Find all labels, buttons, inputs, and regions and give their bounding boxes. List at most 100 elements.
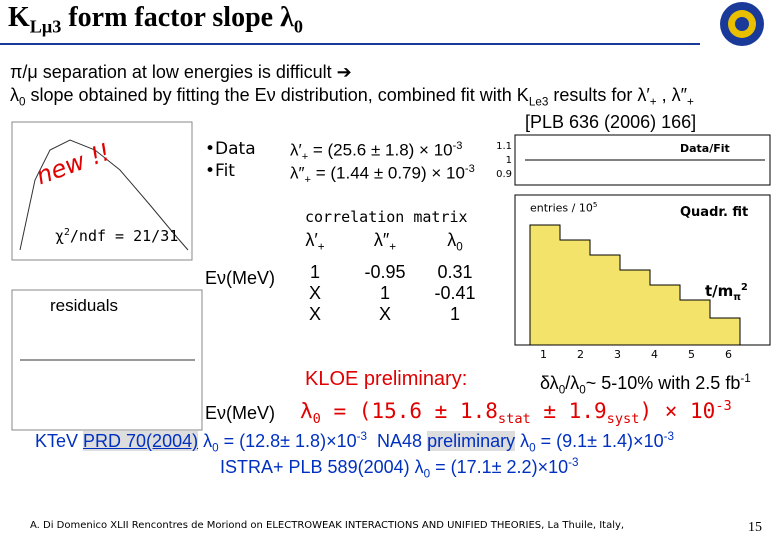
text-part: +	[304, 174, 311, 187]
ratio-label: Data/Fit	[680, 142, 730, 155]
text-part: 4	[651, 348, 658, 361]
text-part: -0.41	[434, 282, 476, 303]
text-part: = (15.6 ± 1.8	[320, 399, 498, 423]
text-part: 0	[579, 383, 586, 397]
text-part: form factor slope λ	[61, 2, 294, 33]
text-part: = (25.6 ± 1.8) × 10	[308, 140, 453, 160]
text-part: +	[389, 240, 397, 254]
text-part: +	[686, 95, 694, 109]
text-part: •Data	[205, 139, 256, 159]
text-part: π	[733, 292, 741, 303]
text-part: 1	[379, 282, 390, 303]
text-part: λ	[515, 431, 530, 451]
text-part: X	[378, 303, 391, 324]
reference: [PLB 636 (2006) 166]	[525, 112, 697, 132]
text-part: results for λ′	[548, 85, 650, 105]
text-part: syst	[606, 411, 640, 428]
chi2: χ2/ndf = 21/31	[55, 227, 178, 245]
text-part: /ndf = 21/31	[69, 227, 179, 245]
text-part: , λ″	[656, 85, 687, 105]
footer: A. Di Domenico XLII Rencontres de Morion…	[30, 520, 625, 531]
text-part: 5	[592, 200, 598, 209]
entries-label: entries / 105	[530, 200, 597, 215]
text-part: Lμ3	[29, 16, 62, 37]
x-label: t/mπ2	[705, 282, 748, 303]
text-part: +	[317, 240, 325, 254]
ratio-ticks: 1.1 1 0.9	[494, 140, 512, 182]
text-part: 0	[212, 441, 219, 455]
kloe-label: KLOE preliminary:	[305, 368, 468, 390]
text-part: KTeV	[35, 431, 84, 451]
text-part: χ	[55, 227, 65, 245]
text-part: -3	[715, 398, 732, 414]
text-part: = (17.1± 2.2)×10	[430, 457, 569, 477]
text-part: 1	[540, 348, 547, 361]
text-part: +	[301, 151, 309, 164]
text-part: ) × 10	[639, 399, 716, 423]
lambda-double-prime: λ″+ = (1.44 ± 0.79) × 10-3	[290, 163, 475, 186]
text-part: -3	[568, 456, 579, 469]
kloe-result: λ0 = (15.6 ± 1.8stat ± 1.9syst) × 10-3	[300, 398, 732, 427]
residuals-label: residuals	[50, 296, 119, 316]
text-part: -3	[356, 430, 368, 443]
text-part: = (12.8± 1.8)×10	[218, 431, 357, 451]
page-number: 15	[748, 520, 762, 535]
text-part: 2	[577, 348, 584, 361]
text-part: ~ 5-10% with 2.5 fb	[585, 373, 741, 393]
text-part: 0.31	[437, 261, 473, 282]
text-part: λ″	[290, 163, 305, 183]
text-part: = (9.1± 1.4)×10	[535, 431, 664, 451]
text-part: •Fit	[205, 161, 235, 181]
text-part: 5	[688, 348, 695, 361]
text-part: +	[649, 95, 657, 109]
text-part: ± 1.9	[530, 399, 607, 423]
text-part: 0	[456, 240, 463, 254]
text-part: entries / 10	[530, 201, 593, 215]
comparison-line: KTeV PRD 70(2004) λ0 = (12.8± 1.8)×10-3 …	[35, 430, 674, 455]
text-part: -1	[740, 372, 751, 385]
text-part: δλ	[540, 373, 559, 393]
text-part: 0	[312, 411, 321, 428]
text-part: K	[8, 2, 30, 33]
text-part: 0	[19, 95, 26, 109]
text-part: -0.95	[364, 261, 406, 282]
text-part: = (1.44 ± 0.79) × 10	[310, 163, 465, 183]
text-part: 0	[529, 441, 536, 455]
text-part: 2	[741, 282, 748, 293]
text-part: preliminary	[427, 431, 516, 451]
text-part: λ	[10, 85, 19, 105]
text-part: 1	[309, 261, 320, 282]
lambda-prime: λ′+ = (25.6 ± 1.8) × 10-3	[290, 140, 462, 163]
intro-line1: π/μ separation at low energies is diffic…	[10, 62, 352, 82]
text-part: 2	[64, 227, 70, 238]
text-part: λ′	[290, 140, 302, 160]
istra-line: ISTRA+ PLB 589(2004) λ0 = (17.1± 2.2)×10…	[220, 456, 579, 481]
text-part: stat	[497, 411, 531, 428]
fit-label: Quadr. fit	[680, 205, 749, 220]
x-ticks: 1 2 3 4 5 6	[540, 348, 732, 361]
text-part: 1	[449, 303, 460, 324]
legend: •Data •Fit	[205, 138, 256, 182]
text-part: 0	[293, 16, 303, 37]
text-part: -3	[464, 163, 475, 175]
text-part: NA48	[377, 431, 428, 451]
text-part: -3	[663, 430, 674, 443]
text-part: Le3	[528, 95, 549, 109]
text-part: /λ	[565, 373, 580, 393]
text-part: 0	[423, 467, 431, 481]
text-part: t/m	[705, 282, 734, 300]
text-part: distribution, combined fit with K	[275, 85, 529, 105]
x-label-bottom: Eν(MeV)	[205, 403, 276, 423]
kloe-precision: δλ0/λ0~ 5-10% with 2.5 fb-1	[540, 372, 751, 397]
text-part: 6	[725, 348, 732, 361]
text-part: λ	[447, 230, 457, 250]
text-part: X	[308, 282, 321, 303]
text-part: 1	[505, 155, 512, 166]
text-part: X	[308, 303, 321, 324]
text-part: λ	[300, 399, 313, 423]
correlation-title: correlation matrix	[305, 208, 468, 226]
text-part: PRD 70(2004)	[83, 431, 199, 451]
text-part: λ	[198, 431, 213, 451]
